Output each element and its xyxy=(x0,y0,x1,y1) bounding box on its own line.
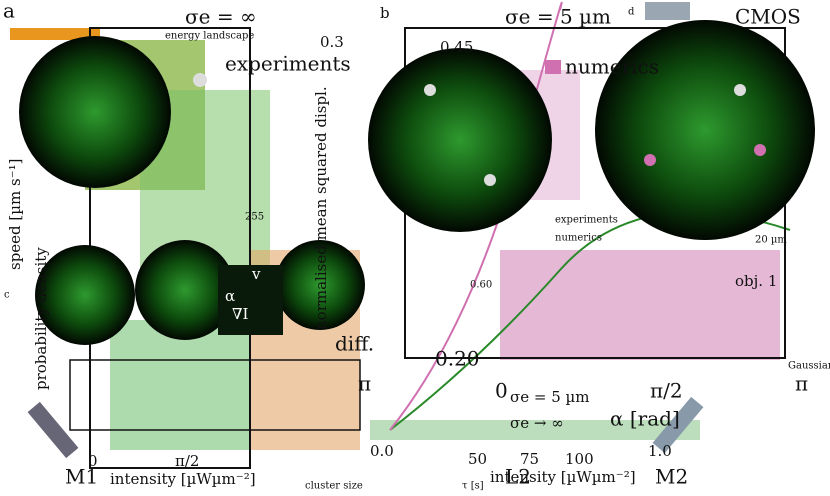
image-disc xyxy=(19,36,171,188)
label: intensity [µWµm⁻²] xyxy=(490,468,636,486)
label: 100 xyxy=(565,450,594,468)
panel-letter: d xyxy=(628,7,635,18)
particle xyxy=(424,84,436,96)
label: L2 xyxy=(505,465,531,489)
pink-histogram xyxy=(500,250,780,360)
particle xyxy=(754,144,766,156)
image-disc xyxy=(595,20,815,240)
particle xyxy=(734,84,746,96)
label: normalised mean squared displ. xyxy=(312,86,330,330)
green-band xyxy=(370,420,700,440)
label: 50 xyxy=(468,450,487,468)
label: 0.20 xyxy=(435,347,480,371)
mirror xyxy=(652,396,704,454)
label: obj. 1 xyxy=(735,272,777,290)
label: α [rad] xyxy=(610,407,680,431)
image-disc xyxy=(135,240,235,340)
label: experiments xyxy=(225,52,351,76)
panel-letter: b xyxy=(380,4,390,22)
orange-bar xyxy=(10,28,100,40)
particle xyxy=(484,174,496,186)
inset-image xyxy=(218,265,283,335)
green-panel xyxy=(110,320,250,450)
label: τ [s] xyxy=(462,481,484,492)
label: 0.60 xyxy=(470,280,492,291)
label: ∇I xyxy=(232,305,248,323)
label: π xyxy=(358,372,371,396)
frame xyxy=(69,359,361,431)
image-disc xyxy=(275,240,365,330)
mirror xyxy=(27,401,79,459)
label: energy landscape xyxy=(165,31,254,42)
label: 0 xyxy=(495,379,508,403)
label: intensity [µWµm⁻²] xyxy=(110,470,256,488)
label: cluster size xyxy=(305,481,363,492)
label: 0.3 xyxy=(320,33,344,51)
label: CMOS xyxy=(735,5,801,29)
legend-swatch xyxy=(545,60,561,74)
label: v xyxy=(251,265,261,283)
label: 0.0 xyxy=(370,442,394,460)
label: π/2 xyxy=(650,379,683,403)
label: numerics xyxy=(555,233,602,244)
microscope-images xyxy=(19,20,815,345)
label: σe = ∞ xyxy=(185,5,257,29)
label: 0.45 xyxy=(440,38,473,56)
label: 1.0 xyxy=(648,442,672,460)
label: Gaussian xyxy=(788,361,830,372)
label: probability density xyxy=(32,247,50,390)
label: speed [µm s⁻¹] xyxy=(6,159,24,271)
label: σe = 5 µm xyxy=(510,388,590,406)
label: σe = 5 µm xyxy=(505,5,611,29)
panel-letter: a xyxy=(3,0,15,23)
label: α xyxy=(225,287,235,305)
label: M1 xyxy=(65,465,98,489)
label: M2 xyxy=(655,465,688,489)
label: 75 xyxy=(520,450,539,468)
label: π/2 xyxy=(175,452,199,470)
label: σe → ∞ xyxy=(510,414,564,432)
label: π xyxy=(795,372,808,396)
panel-letter: c xyxy=(4,290,10,301)
camera xyxy=(645,2,690,20)
label: numerics xyxy=(565,55,659,79)
label: experiments xyxy=(555,215,618,226)
particle xyxy=(193,73,207,87)
image-disc xyxy=(35,245,135,345)
label: 255 xyxy=(245,212,264,223)
particle xyxy=(644,154,656,166)
label: diff. xyxy=(335,332,374,356)
image-disc xyxy=(368,48,552,232)
label: 20 µm xyxy=(755,235,787,246)
label: 0 xyxy=(88,452,98,470)
labels: σe = ∞ σe = 5 µm CMOS numerics 0.45 0.3 … xyxy=(3,0,830,492)
